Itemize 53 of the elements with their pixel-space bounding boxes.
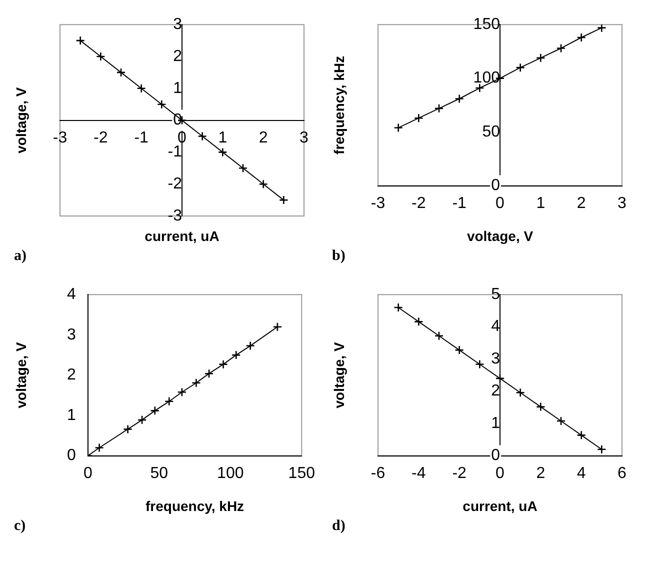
text: d) [332,518,346,536]
y-tick-label: 3 [66,326,76,344]
y-tick-label: -2 [168,176,182,193]
y-tick-label: 3 [173,16,182,34]
x-axis-title: current, uA [462,498,538,514]
y-tick-label: -1 [168,144,182,161]
x-tick-label: 3 [300,129,309,146]
y-axis-title: voltage, V [12,341,29,408]
text: c) [14,518,27,536]
x-tick-label: 0 [83,464,92,482]
y-tick-label: 4 [66,286,76,304]
x-tick-label: -6 [370,464,386,482]
text: b) [332,248,346,266]
y-axis-title: frequency, kHz [330,56,347,154]
x-axis-title: frequency, kHz [146,498,244,514]
x-axis-title: current, uA [144,228,220,244]
x-tick-label: 4 [576,464,586,482]
x-tick-label: -3 [370,194,386,212]
y-tick-label: 4 [491,318,500,336]
y-tick-label: 0 [66,447,76,464]
x-tick-label: -1 [452,194,467,212]
y-tick-label: 2 [66,366,76,384]
x-tick-label: -1 [134,129,149,146]
x-tick-label: 3 [618,194,627,212]
y-tick-label: 100 [473,70,500,87]
y-tick-label: 1 [491,414,500,432]
y-tick-label: 1 [66,406,76,424]
y-tick-label: -3 [168,207,182,224]
y-tick-label: 150 [473,16,500,34]
x-tick-label: -2 [94,129,108,146]
y-tick-label: 2 [491,382,500,400]
y-axis-title: voltage, V [12,86,29,154]
x-tick-label: 2 [576,194,586,212]
x-tick-label: 2 [536,464,546,482]
y-tick-label: 0 [491,447,500,464]
x-tick-label: 2 [258,129,268,146]
x-tick-label: -2 [412,194,426,212]
x-tick-label: 100 [217,464,244,482]
x-tick-label: 1 [536,194,546,212]
x-tick-label: 6 [618,464,627,482]
y-tick-label: 3 [491,350,500,368]
x-tick-label: -4 [412,464,426,482]
y-tick-label: 2 [173,48,182,65]
y-tick-label: 0 [491,177,500,194]
x-tick-label: 1 [218,129,228,146]
x-tick-label: 50 [150,464,168,482]
x-tick-label: 150 [288,464,316,482]
text: a) [14,248,28,266]
y-tick-label: 1 [173,80,182,97]
x-tick-label: -2 [452,464,467,482]
y-tick-label: 5 [491,286,500,304]
x-axis-title: voltage, V [466,228,534,244]
y-axis-title: voltage, V [330,341,347,408]
